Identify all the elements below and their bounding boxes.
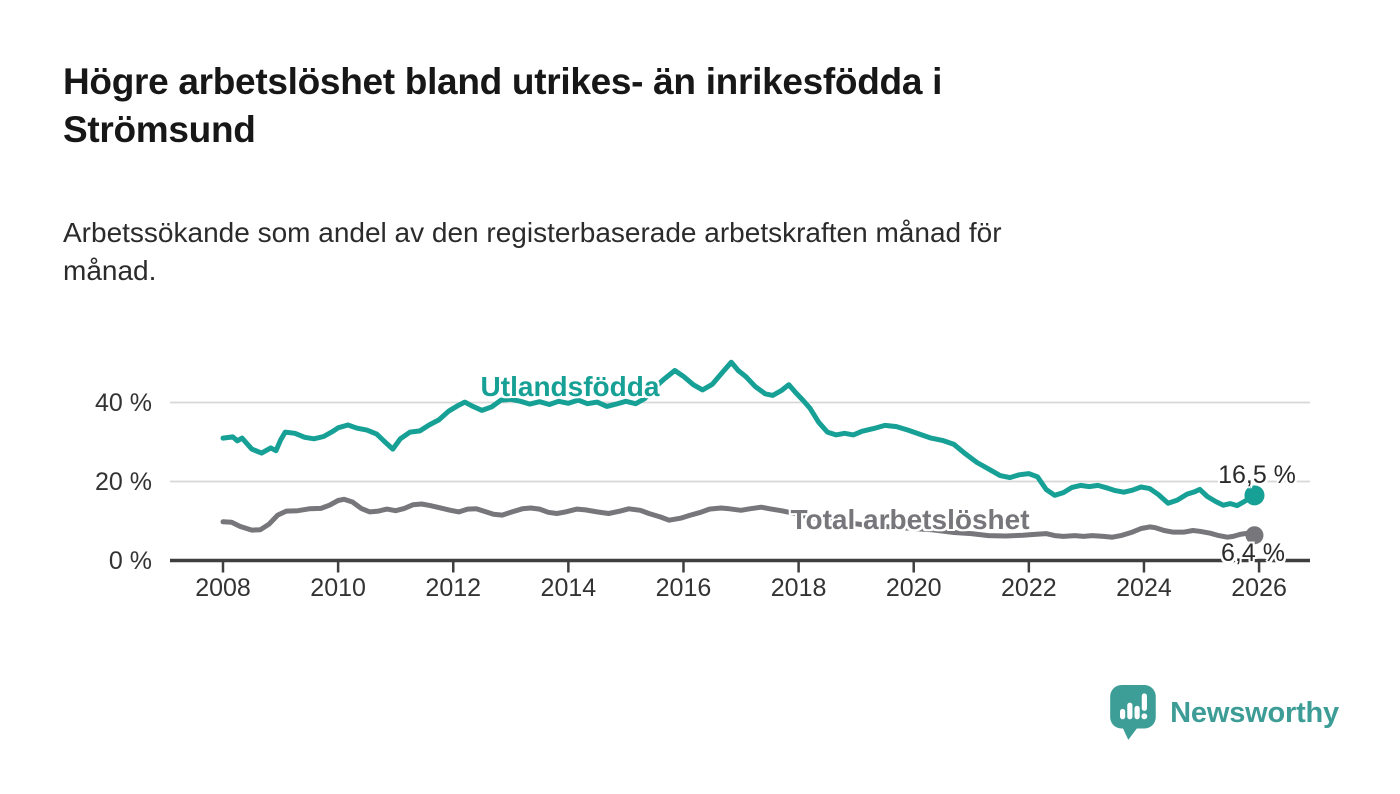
series-end-dot <box>1244 485 1265 506</box>
chart-title: Högre arbetslöshet bland utrikes- än inr… <box>63 61 943 150</box>
x-tick-label: 2016 <box>656 574 712 602</box>
x-tick-label: 2008 <box>195 574 251 602</box>
y-tick-label: 0 % <box>109 547 152 575</box>
series-label-total-arbetsloshet: Total arbetslöshet <box>790 504 1030 535</box>
chart-subtitle: Arbetssökande som andel av den registerb… <box>63 217 1002 286</box>
newsworthy-logo-icon <box>1110 685 1156 740</box>
y-tick-label: 40 % <box>95 389 152 417</box>
x-tick-label: 2014 <box>541 574 597 602</box>
line-chart: 0 % 20 % 40 % 2008 2010 2012 2014 2016 2018 2020 2… <box>0 330 1400 630</box>
x-tick-label: 2020 <box>886 574 942 602</box>
end-value-label-utlandsfodda: 16,5 % <box>1218 461 1296 489</box>
x-tick-label: 2018 <box>771 574 827 602</box>
x-tick-label: 2010 <box>310 574 366 602</box>
series-line-utlandsf-dda <box>220 359 1257 509</box>
end-value-label-total: 6,4 % <box>1221 539 1285 567</box>
x-tick-label: 2026 <box>1231 574 1287 602</box>
series-end-dot <box>1245 526 1264 545</box>
newsworthy-brand-text: Newsworthy <box>1170 696 1339 729</box>
x-tick-label: 2022 <box>1001 574 1057 602</box>
y-tick-label: 20 % <box>95 468 152 496</box>
newsworthy-logo: Newsworthy <box>1109 684 1339 742</box>
series-line-total-arbetsl-shet <box>220 496 1257 540</box>
x-tick-label: 2024 <box>1116 574 1172 602</box>
series-label-utlandsfodda: Utlandsfödda <box>480 371 660 402</box>
x-tick-label: 2012 <box>425 574 481 602</box>
chart-canvas: 0 % 20 % 40 % 2008 2010 2012 2014 2016 2018 2020 2… <box>95 359 1310 602</box>
